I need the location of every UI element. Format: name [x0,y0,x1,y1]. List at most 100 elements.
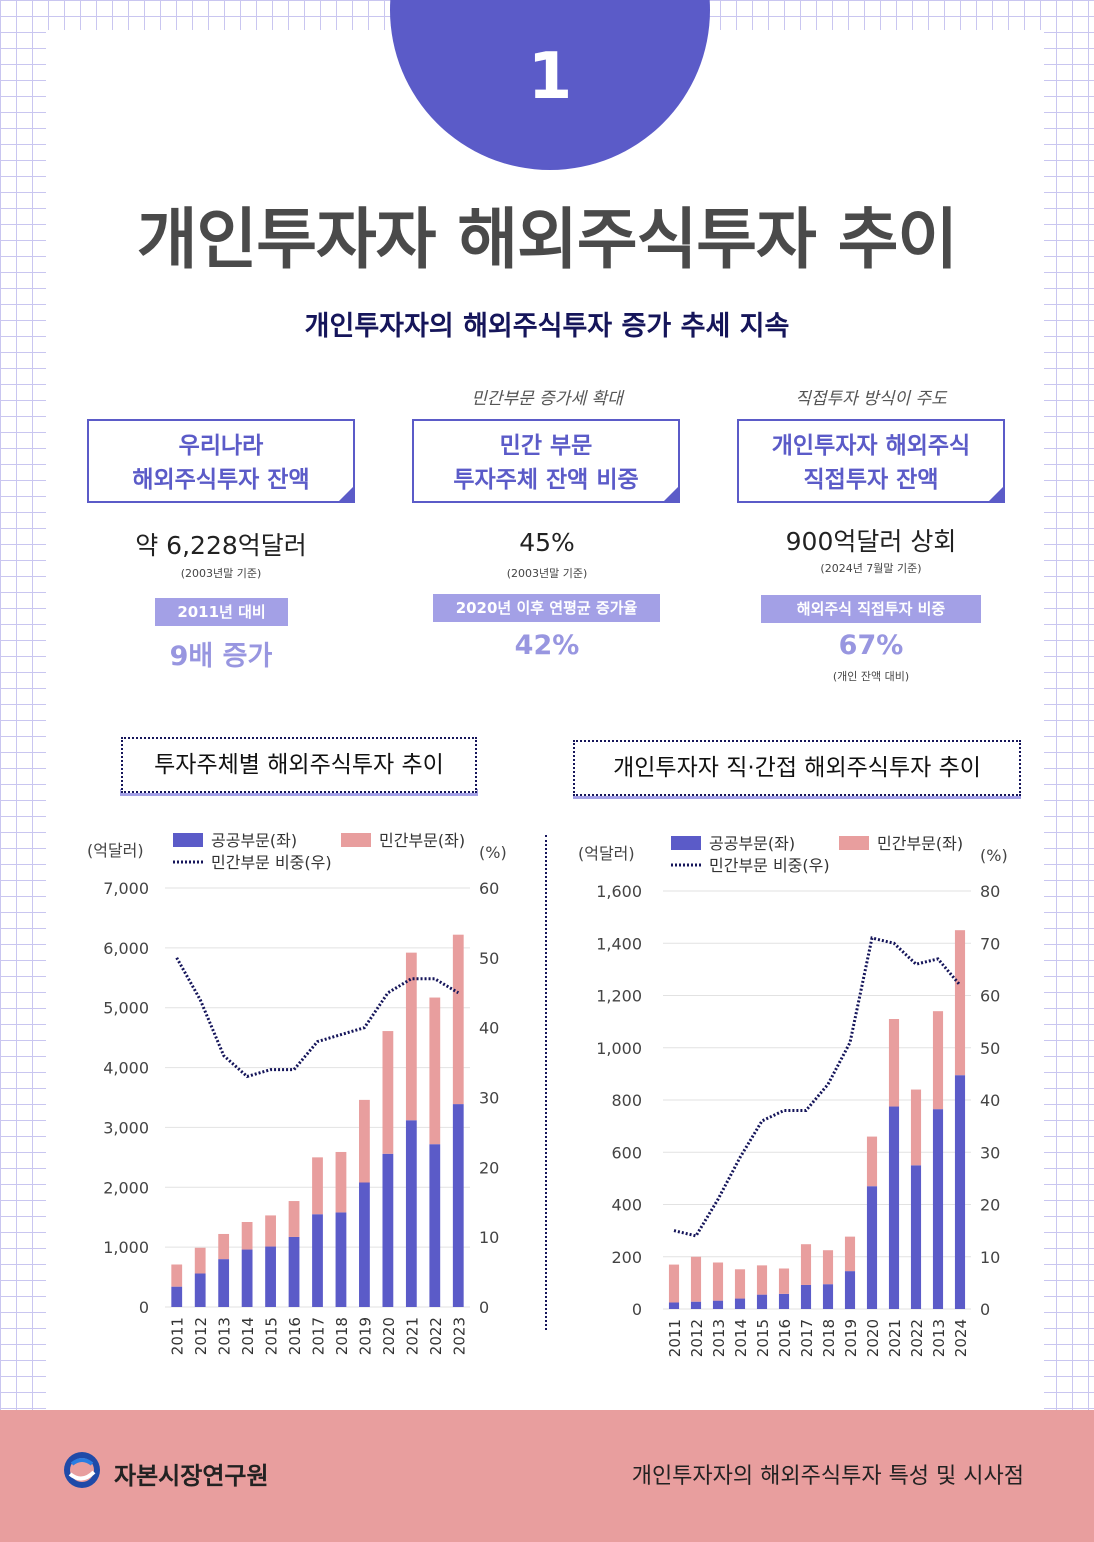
y-tick-label: 6,000 [103,939,149,958]
bar-public [866,1186,878,1309]
bar-private [954,930,966,1076]
page-title: 개인투자자 해외주식투자 추이 [136,201,958,278]
x-tick-label: 2024 [952,1319,970,1357]
y2-tick-label: 40 [479,1019,499,1038]
x-tick-label: 2012 [192,1317,210,1355]
report-title: 개인투자자의 해외주식투자 특성 및 시사점 [631,1464,1024,1489]
stat-band-1: 2011년 대비 [155,598,288,626]
y-tick-label: 1,000 [596,1039,642,1058]
bar-private [335,1151,347,1213]
y-tick-label: 4,000 [103,1059,149,1078]
y-tick-label: 800 [611,1091,642,1110]
legend-label-share: 민간부문 비중(우) [211,853,332,872]
bar-private [690,1256,702,1302]
x-tick-label: 2013 [216,1317,234,1355]
y2-tick-label: 20 [479,1158,499,1177]
legend-label-private: 민간부문(좌) [379,831,465,850]
y-axis-label: (억달러) [87,841,144,860]
chart-direct-indirect: 0 200 400 600 800 1,000 1,200 1,400 1,600 0 10 20 30… [578,834,1008,1357]
x-tick-label: 2015 [263,1317,281,1355]
x-tick-label: 2018 [333,1317,351,1355]
chart-investor-type: 0 1,000 2,000 3,000 4,000 5,000 6,000 7,000 0 10 2… [87,831,507,1355]
y2-tick-label: 0 [479,1298,489,1317]
legend-swatch-private [839,836,869,850]
y-axis-label: (억달러) [578,844,635,863]
bar-public [756,1294,768,1309]
org-name: 자본시장연구원 [114,1462,269,1490]
stat-band-3: 해외주식 직접투자 비중 [761,595,981,623]
y-tick-label: 3,000 [103,1118,149,1137]
stat-box-line: 우리나라 [178,433,264,459]
x-tick-label: 2015 [754,1319,772,1357]
bar-public [778,1293,790,1309]
legend-label-share: 민간부문 비중(우) [709,856,830,875]
share-line [175,957,460,1079]
stat-box-line: 민간 부문 [499,433,593,459]
y-tick-label: 0 [139,1298,149,1317]
bar-private [778,1268,790,1294]
bar-private [734,1269,746,1299]
x-tick-label: 2018 [820,1319,838,1357]
x-tick-label: 2020 [864,1319,882,1357]
chart-divider [545,835,547,1330]
bar-public [712,1300,724,1309]
stat-note-2: (2003년말 기준) [506,567,588,580]
bar-public [932,1109,944,1309]
legend-label-public: 공공부문(좌) [211,831,297,850]
x-tick-label: 2020 [380,1317,398,1355]
fold-corner-icon [337,485,355,503]
x-tick-label: 2011 [169,1317,187,1355]
x-tick-label: 2016 [286,1317,304,1355]
stat-value-1: 약 6,228억달러 [135,531,307,560]
stat-big-2: 42% [514,630,580,661]
page-subtitle: 개인투자자의 해외주식투자 증가 추세 지속 [304,311,790,342]
stat-box-line: 해외주식투자 잔액 [132,467,310,493]
section-number: 1 [527,40,573,114]
stat-value-3: 900억달러 상회 [785,527,957,556]
bar-public [241,1249,253,1307]
bar-private [910,1089,922,1166]
y2-tick-label: 30 [980,1143,1000,1162]
bar-public [954,1075,966,1309]
bar-public [265,1246,276,1307]
bar-private [194,1247,206,1274]
stat-box-3: 개인투자자 해외주식 직접투자 잔액 [737,419,1005,503]
bar-public [888,1106,900,1309]
x-tick-label: 2021 [886,1319,904,1357]
bar-private [844,1236,856,1272]
y2-tick-label: 60 [980,987,1000,1006]
bar-private [241,1222,253,1250]
y2-axis-label: (%) [980,846,1008,865]
x-tick-label: 2022 [427,1317,445,1355]
stat-box-line: 직접투자 잔액 [803,467,939,493]
y2-tick-label: 30 [479,1089,499,1108]
y-tick-label: 1,600 [596,882,642,901]
fold-corner-icon [662,485,680,503]
stat-big-1: 9배 증가 [169,641,273,672]
stat-box-line: 개인투자자 해외주식 [771,433,971,459]
bar-private [756,1265,768,1295]
y-tick-label: 1,000 [103,1238,149,1257]
bar-public [800,1284,812,1309]
x-tick-label: 2013 [710,1319,728,1357]
stat-tagline-2: 민간부문 증가세 확대 [471,389,623,409]
y2-tick-label: 70 [980,934,1000,953]
stat-box-1: 우리나라 해외주식투자 잔액 [87,419,355,503]
legend-label-private: 민간부문(좌) [877,834,963,853]
bar-public [194,1273,206,1307]
x-tick-label: 2023 [450,1317,468,1355]
bar-private [822,1250,834,1285]
bar-public [218,1259,230,1307]
bar-public [312,1214,323,1307]
y-tick-label: 1,200 [596,987,642,1006]
y-tick-label: 600 [611,1143,642,1162]
x-tick-label: 2019 [842,1319,860,1357]
x-tick-label: 2012 [688,1319,706,1357]
bar-private [382,1031,394,1154]
x-tick-label: 2014 [732,1319,750,1357]
bar-public [288,1236,300,1307]
stat-note-1: (2003년말 기준) [180,567,262,580]
bar-private [429,997,441,1145]
chart-title-1: 투자주체별 해외주식투자 추이 [121,737,477,793]
bar-private [712,1262,724,1301]
